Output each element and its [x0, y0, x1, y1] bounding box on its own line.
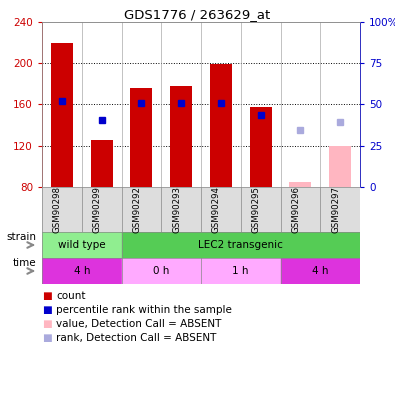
Text: 4 h: 4 h	[312, 266, 329, 276]
Text: 4 h: 4 h	[73, 266, 90, 276]
Bar	[130, 88, 152, 187]
Bar	[42, 232, 122, 258]
Text: ■: ■	[42, 305, 52, 315]
Text: ■: ■	[42, 291, 52, 301]
Bar	[201, 258, 280, 284]
Bar	[170, 86, 192, 187]
Bar	[42, 187, 82, 232]
Text: time: time	[12, 258, 36, 268]
Bar	[51, 43, 73, 187]
Bar	[290, 182, 311, 187]
Text: percentile rank within the sample: percentile rank within the sample	[56, 305, 232, 315]
Bar	[320, 187, 360, 232]
Text: GSM90297: GSM90297	[331, 186, 340, 233]
Text: value, Detection Call = ABSENT: value, Detection Call = ABSENT	[56, 319, 221, 329]
Bar	[161, 187, 201, 232]
Text: GSM90296: GSM90296	[292, 186, 300, 233]
Text: GSM90294: GSM90294	[212, 186, 221, 233]
Text: rank, Detection Call = ABSENT: rank, Detection Call = ABSENT	[56, 333, 216, 343]
Text: 0 h: 0 h	[153, 266, 169, 276]
Text: GDS1776 / 263629_at: GDS1776 / 263629_at	[124, 8, 271, 21]
Text: 1 h: 1 h	[233, 266, 249, 276]
Bar	[122, 187, 161, 232]
Text: LEC2 transgenic: LEC2 transgenic	[198, 240, 283, 250]
Bar	[329, 146, 351, 187]
Text: GSM90299: GSM90299	[92, 186, 102, 233]
Bar	[82, 187, 122, 232]
Bar	[122, 258, 201, 284]
Text: strain: strain	[6, 232, 36, 242]
Text: GSM90298: GSM90298	[53, 186, 62, 233]
Bar	[280, 187, 320, 232]
Text: count: count	[56, 291, 85, 301]
Bar	[91, 140, 113, 187]
Bar	[210, 64, 232, 187]
Bar	[280, 258, 360, 284]
Text: GSM90295: GSM90295	[252, 186, 261, 233]
Bar	[241, 187, 280, 232]
Text: GSM90293: GSM90293	[172, 186, 181, 233]
Bar	[250, 107, 271, 187]
Bar	[201, 187, 241, 232]
Text: ■: ■	[42, 319, 52, 329]
Bar	[42, 258, 122, 284]
Bar	[329, 146, 351, 187]
Text: wild type: wild type	[58, 240, 105, 250]
Text: GSM90292: GSM90292	[132, 186, 141, 233]
Text: ■: ■	[42, 333, 52, 343]
Bar	[122, 232, 360, 258]
